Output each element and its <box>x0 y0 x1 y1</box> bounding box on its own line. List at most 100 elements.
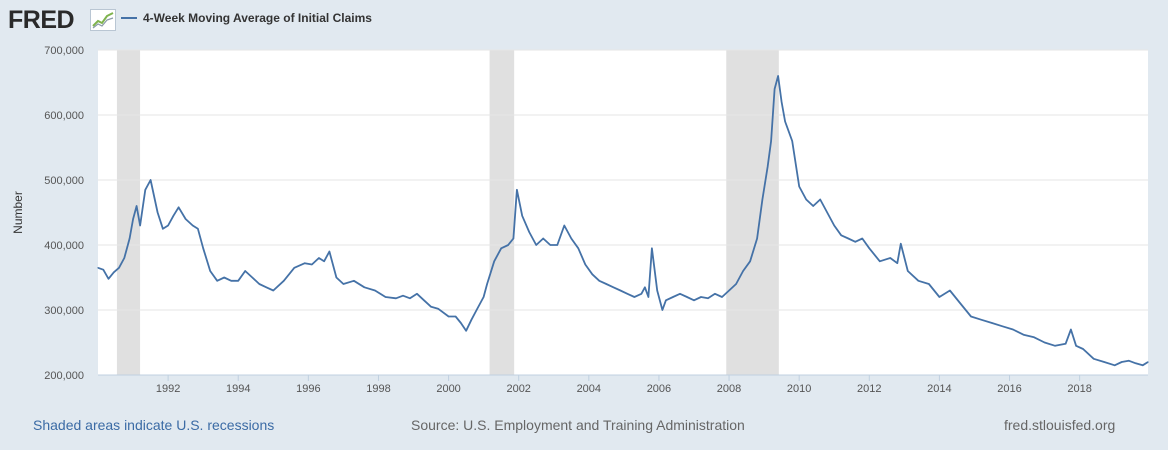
source-note[interactable]: Source: U.S. Employment and Training Adm… <box>411 417 745 433</box>
data-point <box>454 315 457 318</box>
y-tick-label: 400,000 <box>44 240 84 252</box>
data-point <box>395 297 397 299</box>
data-point <box>465 330 467 332</box>
data-point <box>861 237 863 240</box>
legend-label[interactable]: 4-Week Moving Average of Initial Claims <box>143 11 372 25</box>
data-point <box>651 247 653 249</box>
data-point <box>833 224 835 227</box>
data-point <box>584 263 586 266</box>
data-point <box>447 315 450 318</box>
data-point <box>470 319 472 321</box>
data-point <box>512 237 515 240</box>
data-point <box>258 283 260 285</box>
data-point <box>970 315 972 318</box>
y-tick-label: 300,000 <box>44 305 84 317</box>
data-point <box>1142 364 1144 366</box>
data-point <box>1054 345 1056 347</box>
data-point <box>97 267 99 269</box>
data-point <box>1114 364 1116 366</box>
site-link[interactable]: fred.stlouisfed.org <box>1004 417 1116 433</box>
data-point <box>237 280 239 282</box>
data-point <box>1070 328 1072 331</box>
x-tick-label: 1996 <box>296 383 320 395</box>
data-point <box>1121 361 1123 363</box>
data-point <box>1103 361 1105 363</box>
data-point <box>272 289 274 292</box>
data-point <box>209 270 211 272</box>
data-point <box>781 101 783 103</box>
data-point <box>437 308 439 310</box>
data-point <box>102 269 104 271</box>
data-point <box>728 289 730 292</box>
data-point <box>1065 343 1067 345</box>
data-point <box>293 267 295 269</box>
x-tick-label: 2004 <box>577 383 601 395</box>
data-point <box>342 283 345 285</box>
y-tick-label: 500,000 <box>44 175 84 187</box>
data-point <box>244 270 246 272</box>
data-point <box>767 166 769 168</box>
data-point <box>647 296 650 298</box>
data-point <box>197 228 199 230</box>
data-point <box>640 293 643 295</box>
data-point <box>896 262 898 264</box>
recession-note[interactable]: Shaded areas indicate U.S. recessions <box>33 417 275 433</box>
data-point <box>784 120 786 123</box>
data-point <box>805 198 807 201</box>
data-point <box>423 299 425 301</box>
data-point <box>917 280 919 282</box>
data-point <box>1012 328 1014 331</box>
fred-logo[interactable]: FRED <box>8 6 75 34</box>
data-point <box>826 211 828 214</box>
data-point <box>328 250 330 253</box>
data-point <box>374 289 376 292</box>
data-point <box>735 283 737 285</box>
x-tick-label: 1994 <box>226 383 250 395</box>
data-point <box>265 286 267 288</box>
y-axis-title: Number <box>11 191 25 234</box>
data-point <box>665 299 667 301</box>
data-point <box>1093 358 1095 360</box>
data-point <box>774 88 776 90</box>
data-point <box>679 293 681 295</box>
data-point <box>178 206 180 208</box>
y-tick-label: 600,000 <box>44 110 84 122</box>
data-point <box>721 296 723 298</box>
data-point <box>132 218 134 220</box>
data-point <box>1135 362 1137 364</box>
data-point <box>542 237 544 240</box>
data-point <box>135 205 138 207</box>
data-point <box>672 296 674 298</box>
data-point <box>928 283 930 285</box>
data-point <box>384 296 387 298</box>
recession-band <box>726 50 779 375</box>
x-tick-label: 2018 <box>1067 383 1091 395</box>
data-point <box>900 243 902 245</box>
data-point <box>644 286 646 288</box>
data-point <box>476 309 478 311</box>
data-point <box>707 297 709 299</box>
data-point <box>693 299 695 301</box>
x-tick-label: 2010 <box>787 383 811 395</box>
data-point <box>591 273 593 275</box>
data-point <box>1001 325 1004 327</box>
data-point <box>742 270 744 272</box>
data-point <box>847 237 849 240</box>
data-point <box>185 218 187 220</box>
data-point <box>770 140 772 142</box>
data-point <box>686 296 688 298</box>
header: FRED 4-Week Moving Average of Initial Cl… <box>0 0 1168 40</box>
data-point <box>167 224 169 227</box>
data-point <box>363 286 366 288</box>
data-point <box>528 231 530 233</box>
x-tick-label: 1998 <box>366 383 390 395</box>
data-point <box>612 286 614 288</box>
legend: 4-Week Moving Average of Initial Claims <box>121 11 372 25</box>
data-point <box>144 189 146 191</box>
data-point <box>128 237 131 240</box>
data-point <box>493 260 495 262</box>
data-point <box>311 263 313 266</box>
data-point <box>1043 341 1046 344</box>
data-point <box>633 296 635 298</box>
data-point <box>521 215 523 217</box>
